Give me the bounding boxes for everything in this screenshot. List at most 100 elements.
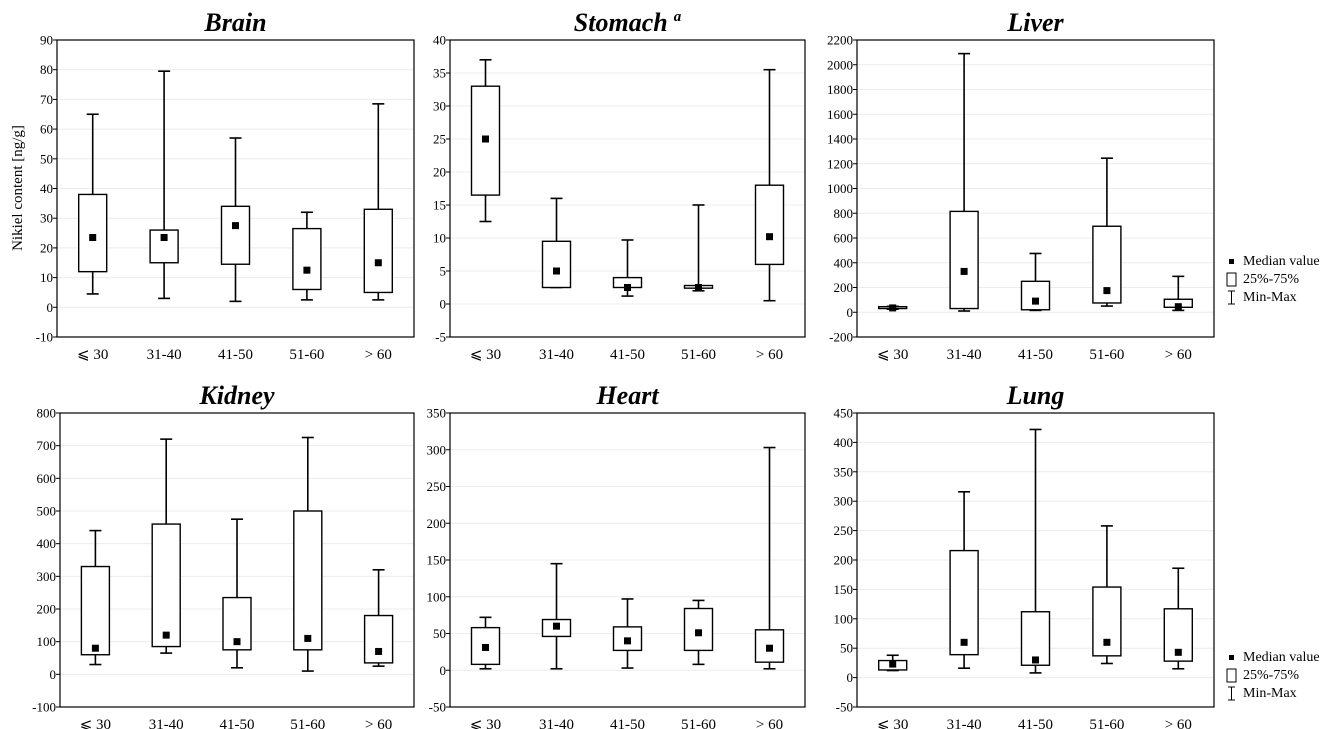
- y-tick-label: 150: [834, 582, 854, 597]
- y-tick-label: 80: [40, 62, 53, 77]
- x-tick-label: > 60: [1165, 717, 1192, 729]
- iqr-box: [949, 549, 979, 656]
- y-tick-label: 450: [834, 406, 854, 421]
- box-brain-2: [149, 70, 179, 300]
- y-tick-label: 100: [37, 634, 57, 649]
- median-marker: [1032, 297, 1039, 305]
- y-tick-label: 1400: [827, 132, 853, 147]
- median-marker: [695, 629, 702, 637]
- x-tick-label: 31-40: [947, 347, 982, 363]
- y-tick-label: 300: [834, 494, 854, 509]
- median-marker: [1174, 648, 1182, 656]
- box-liver-4: [1092, 157, 1122, 307]
- box-heart-5: [754, 446, 785, 670]
- panel-title-superscript: a: [674, 9, 682, 25]
- median-marker: [162, 631, 170, 639]
- iqr-box: [363, 614, 394, 664]
- median-marker: [304, 634, 312, 642]
- y-tick-label: 200: [427, 516, 447, 531]
- median-marker: [889, 660, 897, 668]
- y-tick-label: 400: [37, 536, 57, 551]
- x-tick-label: 31-40: [947, 717, 982, 729]
- y-tick-label: 300: [37, 569, 57, 584]
- box-heart-1: [470, 616, 501, 670]
- y-tick-label: 30: [433, 99, 446, 114]
- median-marker: [1103, 287, 1111, 295]
- median-marker: [553, 267, 560, 275]
- iqr-box: [292, 227, 322, 291]
- y-tick-label: -5: [435, 330, 446, 345]
- legend-label: Median value: [1243, 254, 1320, 269]
- median-marker: [375, 647, 383, 655]
- box-liver-2: [949, 52, 979, 312]
- median-marker: [960, 638, 968, 646]
- box-lung-3: [1020, 428, 1051, 674]
- y-tick-label: 250: [427, 479, 447, 494]
- median-marker: [1032, 656, 1039, 664]
- x-tick-label: 51-60: [681, 347, 716, 363]
- y-tick-label: 100: [834, 611, 854, 626]
- median-marker: [1103, 638, 1111, 646]
- plot-frame: [59, 412, 415, 708]
- y-tick-label: 50: [433, 626, 446, 641]
- box-heart-4: [683, 599, 714, 666]
- y-tick-label: 0: [440, 297, 447, 312]
- box-kidney-1: [80, 529, 111, 666]
- median-marker: [303, 266, 311, 274]
- y-tick-label: 0: [47, 300, 54, 315]
- legend-top: Median value 25%-75% Min-Max: [1226, 254, 1320, 305]
- x-tick-label: ⩽ 30: [877, 347, 908, 363]
- box-stomach-2: [541, 197, 572, 289]
- y-tick-label: -50: [836, 700, 853, 715]
- y-tick-label: 600: [37, 471, 57, 486]
- box-liver-5: [1163, 275, 1194, 312]
- legend-item-whisker: Min-Max: [1228, 290, 1297, 305]
- x-tick-label: 41-50: [1018, 347, 1053, 363]
- panel-lung: -50 0 50 100 150 200 250 300 350 400 450 ⩽ 30 31-40 4…: [834, 381, 1215, 729]
- iqr-box: [949, 210, 979, 310]
- iqr-box: [754, 184, 785, 266]
- y-tick-label: 1800: [827, 82, 853, 97]
- iqr-box: [363, 208, 393, 294]
- box-stomach-3: [612, 239, 643, 297]
- box-brain-5: [363, 103, 393, 301]
- y-tick-label: 0: [440, 663, 447, 678]
- y-tick-label: -50: [429, 700, 446, 715]
- legend-label: 25%-75%: [1243, 668, 1299, 683]
- y-tick-label: 25: [433, 132, 446, 147]
- legend-item-whisker: Min-Max: [1228, 686, 1297, 701]
- box-liver-3: [1020, 252, 1051, 312]
- y-axis-label: Nikiel content [ng/g]: [10, 125, 26, 251]
- y-tick-label: 5: [440, 264, 447, 279]
- x-tick-label: > 60: [1165, 347, 1192, 363]
- median-marker: [695, 284, 702, 291]
- y-tick-label: 10: [433, 231, 446, 246]
- y-tick-label: 60: [40, 122, 53, 137]
- x-tick-label: 51-60: [289, 347, 324, 363]
- panel-liver: -200 0 200 400 600 800 1000 1200 1400 1600 1800 200…: [827, 8, 1215, 363]
- median-marker: [91, 644, 99, 652]
- y-tick-label: 2000: [827, 57, 853, 72]
- iqr-box: [1020, 611, 1051, 666]
- x-tick-label: > 60: [365, 717, 392, 729]
- box-heart-2: [541, 562, 572, 670]
- y-tick-label: 200: [834, 553, 854, 568]
- panel-title: Stomach a: [574, 8, 682, 37]
- iqr-box: [220, 205, 251, 265]
- x-tick-label: ⩽ 30: [77, 347, 108, 363]
- box-kidney-4: [293, 436, 323, 672]
- legend-label: Median value: [1243, 650, 1320, 665]
- iqr-box: [1020, 280, 1051, 311]
- box-kidney-5: [363, 568, 394, 667]
- panel-title: Heart: [595, 381, 659, 410]
- legend-item-box: 25%-75%: [1226, 272, 1299, 287]
- box-kidney-2: [151, 438, 181, 654]
- x-tick-label: ⩽ 30: [80, 717, 111, 729]
- y-tick-label: 0: [50, 667, 57, 682]
- box-stomach-5: [754, 68, 785, 302]
- legend-median-icon: [1229, 655, 1234, 660]
- legend-item-box: 25%-75%: [1226, 668, 1299, 683]
- box-lung-4: [1092, 525, 1122, 665]
- panel-stomach: -5 0 5 10 15 20 25 30 35 40 ⩽ 30 31-40 41-50 51-60 > 6…: [433, 8, 806, 363]
